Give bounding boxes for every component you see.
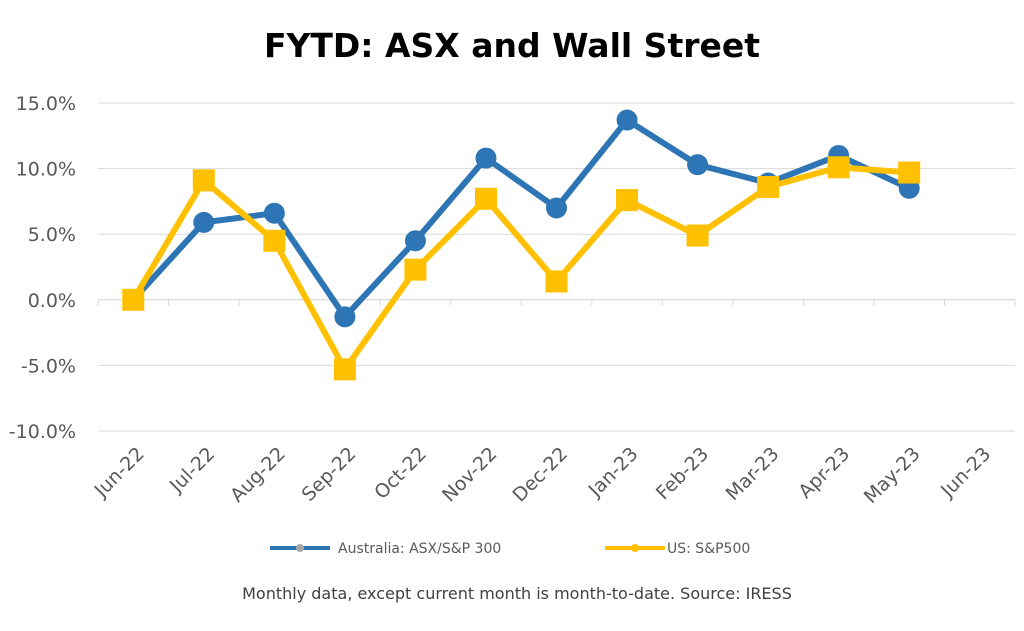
legend-label: Australia: ASX/S&P 300: [338, 541, 501, 557]
data-point: [687, 154, 709, 176]
series-line-1: [131, 117, 911, 320]
x-tick-label: Jan-23: [584, 443, 643, 502]
y-axis-ticks: 15.0% 10.0% 5.0% 0.0% -5.0% -10.0%: [9, 93, 76, 443]
y-tick-label: 0.0%: [28, 290, 76, 312]
legend: Australia: ASX/S&P 300 US: S&P500: [270, 541, 750, 557]
y-tick-label: 10.0%: [16, 159, 76, 181]
data-point: [122, 288, 145, 311]
data-point: [404, 230, 426, 252]
data-point: [546, 197, 567, 219]
x-tick-label: Oct-22: [370, 443, 431, 504]
data-point: [263, 229, 286, 252]
data-point: [827, 156, 850, 179]
x-axis: Jun-22 Jul-22 Aug-22 Sep-22 Oct-22 Nov-22 Dec-…: [90, 299, 1016, 508]
data-point: [757, 175, 780, 198]
x-tick-label: Aug-22: [226, 443, 290, 507]
x-tick-label: Dec-22: [509, 443, 573, 507]
data-point: [334, 306, 356, 328]
data-point: [545, 270, 568, 293]
y-tick-label: 5.0%: [28, 224, 76, 246]
x-tick-label: Jun-23: [936, 443, 995, 502]
x-tick-label: Jun-22: [90, 443, 149, 502]
gridlines: [98, 102, 1015, 432]
legend-label: US: S&P500: [667, 541, 750, 557]
data-point: [404, 258, 427, 281]
data-point: [616, 189, 639, 212]
x-tick-label: Sep-22: [298, 443, 361, 506]
chart-footnote: Monthly data, except current month is mo…: [242, 584, 792, 603]
y-tick-label: 15.0%: [16, 93, 76, 115]
data-point: [193, 211, 215, 233]
x-tick-label: Feb-23: [652, 443, 713, 504]
data-point: [616, 109, 638, 131]
data-point: [192, 169, 215, 192]
y-tick-label: -10.0%: [9, 421, 76, 443]
x-tick-label: Mar-23: [722, 443, 784, 505]
data-point: [474, 187, 497, 210]
series-group: [122, 109, 921, 381]
data-point: [686, 224, 709, 247]
data-point: [898, 161, 921, 184]
legend-marker: [631, 544, 639, 552]
data-point: [263, 202, 285, 224]
series-line-2: [130, 164, 910, 373]
data-point: [333, 358, 356, 381]
x-tick-label: Nov-22: [438, 443, 501, 506]
x-tick-label: Apr-23: [794, 443, 854, 503]
x-tick-label: May-23: [860, 443, 925, 508]
data-point: [475, 147, 497, 169]
chart-title: FYTD: ASX and Wall Street: [264, 26, 760, 65]
x-tick-label: Jul-22: [165, 443, 219, 497]
y-tick-label: -5.0%: [21, 355, 76, 377]
legend-marker: [296, 544, 304, 552]
